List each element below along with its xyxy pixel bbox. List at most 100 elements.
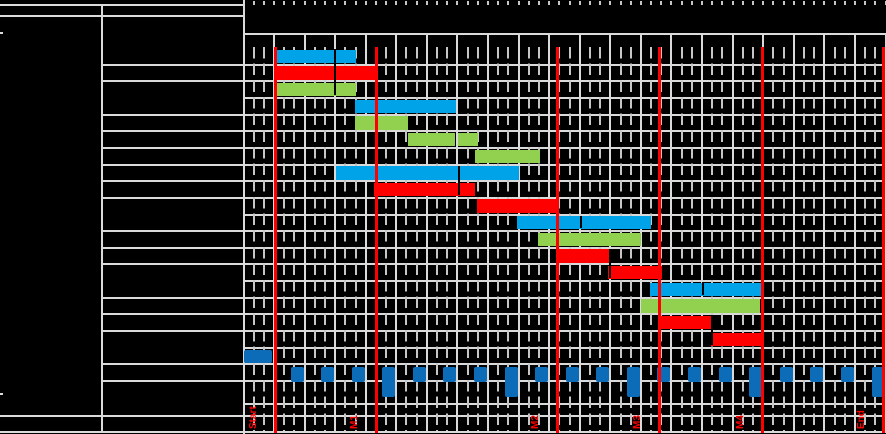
gantt-bar: [538, 232, 641, 247]
timeline-minor-gridline: [323, 47, 326, 431]
timeline-top-tick: [252, 1, 255, 5]
timeline-major-gridline: [395, 33, 398, 431]
table-row-line: [103, 80, 244, 83]
gantt-bar: [336, 166, 519, 180]
timeline-top-tick: [415, 1, 418, 5]
chart-row-gridline: [244, 213, 886, 216]
table-row-line: [103, 296, 244, 299]
chart-row-gridline: [244, 380, 886, 382]
gantt-bar: [641, 299, 760, 313]
timeline-minor-gridline: [813, 47, 816, 431]
table-row-line: [103, 130, 244, 133]
timeline-top-tick: [395, 1, 398, 5]
timeline-top-tick: [762, 1, 765, 5]
gantt-bar: [475, 149, 540, 163]
week-marker: [535, 367, 549, 382]
table-row-line: [103, 163, 244, 166]
week-marker: [290, 367, 304, 382]
timeline-major-gridline: [364, 33, 367, 431]
timeline-top-tick: [527, 1, 530, 5]
timeline-top-tick: [864, 1, 867, 5]
chart-row-gridline: [244, 146, 886, 149]
chart-row-gridline: [244, 296, 886, 299]
timeline-top-tick: [558, 1, 561, 5]
milestone-line: [657, 47, 661, 433]
week-marker: [749, 367, 763, 397]
timeline-minor-gridline: [405, 47, 408, 431]
timeline-top-tick: [517, 1, 520, 5]
timeline-minor-gridline: [436, 47, 439, 431]
chart-row-gridline: [244, 63, 886, 66]
milestone-line: [273, 47, 277, 433]
timeline-minor-gridline: [741, 47, 744, 431]
table-row-line: [103, 146, 244, 149]
gantt-bar: [650, 282, 762, 297]
timeline-top-tick: [741, 1, 744, 5]
week-marker: [779, 367, 793, 382]
chart-row-gridline: [244, 313, 886, 316]
timeline-top-tick: [711, 1, 714, 5]
milestone-label: M1: [349, 415, 360, 429]
week-marker: [565, 367, 579, 382]
timeline-top-tick: [364, 1, 367, 5]
gantt-bar: [355, 116, 408, 130]
timeline-major-gridline: [884, 33, 886, 431]
timeline-minor-gridline: [313, 47, 316, 431]
week-marker: [351, 367, 365, 382]
timeline-minor-gridline: [690, 47, 693, 431]
timeline-major-gridline: [853, 33, 856, 431]
chart-row-gridline: [244, 363, 886, 366]
chart-row-gridline: [244, 263, 886, 266]
timeline-top-tick: [721, 1, 724, 5]
timeline-major-gridline: [303, 33, 306, 431]
milestone-line: [760, 47, 764, 433]
timeline-minor-gridline: [782, 47, 785, 431]
chart-row-gridline: [244, 113, 886, 116]
timeline-top-tick: [273, 1, 275, 5]
timeline-top-tick: [701, 1, 704, 5]
chart-row-gridline: [244, 163, 886, 166]
chart-row-gridline: [244, 330, 886, 333]
timeline-top-tick: [436, 1, 439, 5]
timeline-minor-gridline: [772, 47, 775, 431]
timeline-top-tick: [670, 1, 673, 5]
week-marker: [596, 367, 610, 382]
chart-left-border: [243, 0, 245, 434]
timeline-top-tick: [588, 1, 591, 5]
timeline-minor-gridline: [446, 47, 449, 431]
chart-row-gridline: [244, 180, 886, 183]
gantt-bar: [557, 249, 610, 263]
milestone-line: [555, 47, 559, 433]
timeline-top-tick: [354, 1, 357, 5]
timeline-top-tick: [456, 1, 459, 5]
milestone-line: [881, 47, 885, 433]
chart-row-gridline: [244, 130, 886, 133]
week-marker: [412, 367, 426, 382]
timeline-top-tick: [405, 1, 408, 5]
week-marker: [871, 367, 885, 397]
timeline-major-gridline: [639, 33, 642, 431]
timeline-top-tick: [283, 1, 286, 5]
timeline-top-tick: [680, 1, 683, 5]
timeline-top-tick: [578, 1, 581, 5]
table-row-line: [103, 380, 244, 382]
table-row-line: [103, 363, 244, 366]
timeline-major-gridline: [792, 33, 795, 431]
timeline-major-gridline: [823, 33, 826, 431]
timeline-minor-gridline: [262, 47, 265, 431]
milestone-label: M2: [530, 415, 541, 429]
gantt-bar: [711, 332, 763, 347]
week-marker: [657, 367, 671, 382]
timeline-minor-gridline: [843, 47, 846, 431]
milestone-label: M4: [735, 415, 746, 429]
gantt-bar: [408, 132, 455, 147]
timeline-minor-gridline: [650, 47, 653, 431]
timeline-minor-gridline: [354, 47, 357, 431]
gantt-bar: [374, 182, 475, 197]
timeline-top-tick: [833, 1, 836, 5]
timeline-top-tick: [853, 1, 856, 5]
timeline-minor-gridline: [802, 47, 805, 431]
timeline-top-tick: [629, 1, 632, 5]
table-column-divider: [101, 4, 103, 431]
